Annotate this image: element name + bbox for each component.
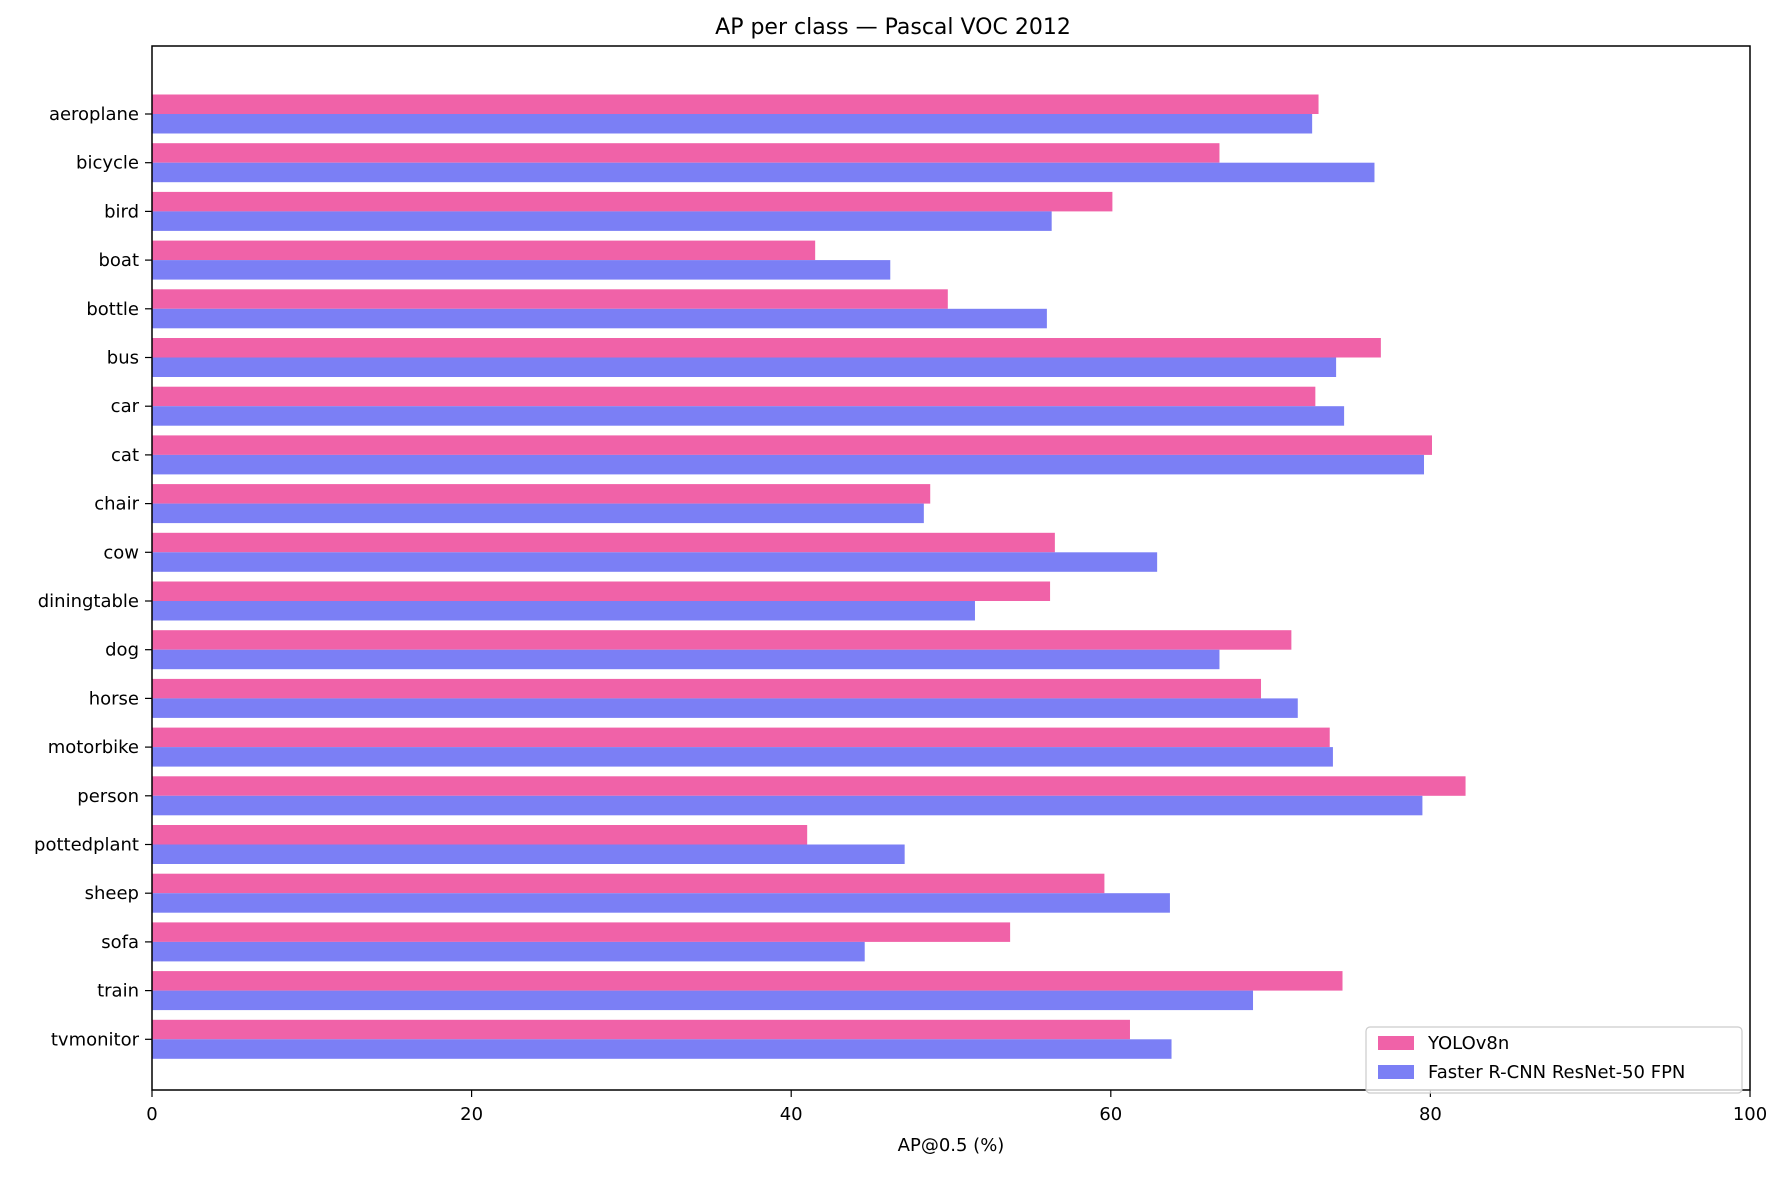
bar-series2-horse bbox=[152, 698, 1298, 718]
y-tick-label: bicycle bbox=[76, 153, 139, 174]
bar-series2-dog bbox=[152, 649, 1220, 670]
x-tick-label: 100 bbox=[1733, 1104, 1767, 1125]
bars-group bbox=[152, 94, 1466, 1059]
bar-series1-person bbox=[152, 776, 1466, 796]
y-tick-label: boat bbox=[98, 250, 139, 271]
bar-series1-bird bbox=[152, 191, 1113, 212]
y-tick-label: diningtable bbox=[38, 591, 139, 612]
x-tick-label: 0 bbox=[146, 1104, 157, 1125]
bar-series1-pottedplant bbox=[152, 825, 808, 845]
bar-series1-bus bbox=[152, 338, 1381, 358]
y-tick-label: tvmonitor bbox=[51, 1029, 140, 1050]
bar-series2-person bbox=[152, 795, 1423, 816]
bar-series1-cow bbox=[152, 532, 1055, 553]
x-tick-label: 20 bbox=[460, 1104, 483, 1125]
bar-series2-sheep bbox=[152, 893, 1170, 913]
bar-series2-tvmonitor bbox=[152, 1039, 1172, 1059]
y-tick-label: car bbox=[111, 396, 140, 417]
plot-frame bbox=[151, 45, 1751, 1091]
bar-series2-train bbox=[152, 990, 1254, 1011]
y-tick-label: cat bbox=[111, 445, 139, 466]
bar-series1-car bbox=[152, 386, 1316, 407]
bar-series1-train bbox=[152, 971, 1343, 991]
y-tick-label: bird bbox=[104, 201, 139, 222]
bar-series1-boat bbox=[152, 240, 816, 261]
bar-series1-bicycle bbox=[152, 143, 1220, 163]
bar-series1-bottle bbox=[152, 289, 948, 309]
bar-series2-aeroplane bbox=[152, 114, 1313, 134]
legend-swatch bbox=[1378, 1065, 1414, 1079]
bar-series1-dog bbox=[152, 630, 1292, 650]
bar-series1-tvmonitor bbox=[152, 1019, 1130, 1040]
y-tick-label: sheep bbox=[85, 883, 139, 904]
legend-label: YOLOv8n bbox=[1427, 1033, 1509, 1054]
bar-series1-sheep bbox=[152, 873, 1105, 894]
bar-series2-bottle bbox=[152, 308, 1047, 329]
y-tick-label: pottedplant bbox=[34, 835, 139, 856]
x-tick-label: 40 bbox=[780, 1104, 803, 1125]
bar-series2-car bbox=[152, 406, 1345, 426]
bar-series2-chair bbox=[152, 503, 924, 524]
legend-swatch bbox=[1378, 1036, 1414, 1050]
bar-series1-aeroplane bbox=[152, 94, 1319, 114]
x-tick-label: 60 bbox=[1099, 1104, 1122, 1125]
y-tick-label: horse bbox=[89, 688, 139, 709]
x-axis-ticks: 0 20 40 60 80 100 bbox=[146, 1090, 1767, 1125]
y-tick-label: person bbox=[77, 786, 139, 807]
bar-series2-diningtable bbox=[152, 601, 975, 621]
bar-series2-cow bbox=[152, 552, 1158, 572]
bar-series1-motorbike bbox=[152, 727, 1330, 748]
legend: YOLOv8n Faster R-CNN ResNet-50 FPN bbox=[1365, 1026, 1743, 1094]
bar-series2-sofa bbox=[152, 941, 865, 962]
y-axis-ticks: aeroplane bicycle bird boat bottle bus car cat c… bbox=[34, 104, 152, 1050]
y-tick-label: bus bbox=[107, 348, 139, 369]
y-tick-label: aeroplane bbox=[49, 104, 139, 125]
bar-series1-sofa bbox=[152, 922, 1011, 942]
bar-series2-bus bbox=[152, 357, 1337, 377]
bar-series1-diningtable bbox=[152, 581, 1051, 601]
bar-series2-cat bbox=[152, 454, 1425, 475]
y-tick-label: dog bbox=[105, 640, 139, 661]
y-tick-label: motorbike bbox=[48, 737, 139, 758]
y-tick-label: bottle bbox=[86, 299, 139, 320]
legend-label: Faster R-CNN ResNet-50 FPN bbox=[1428, 1062, 1685, 1083]
x-tick-label: 80 bbox=[1419, 1104, 1442, 1125]
y-tick-label: sofa bbox=[101, 932, 139, 953]
bar-series1-cat bbox=[152, 435, 1432, 455]
bar-series2-bird bbox=[152, 211, 1052, 231]
bar-series1-chair bbox=[152, 484, 931, 504]
chart-title: AP per class — Pascal VOC 2012 bbox=[715, 15, 1071, 40]
bar-series2-bicycle bbox=[152, 162, 1375, 183]
y-tick-label: train bbox=[97, 981, 139, 1002]
bar-series2-boat bbox=[152, 260, 891, 280]
bar-series2-motorbike bbox=[152, 747, 1333, 767]
y-tick-label: cow bbox=[103, 542, 139, 563]
y-tick-label: chair bbox=[94, 494, 139, 515]
legend-box bbox=[1365, 1026, 1743, 1094]
bar-series2-pottedplant bbox=[152, 844, 905, 864]
bar-series1-horse bbox=[152, 678, 1262, 699]
x-axis-label: AP@0.5 (%) bbox=[898, 1135, 1005, 1156]
